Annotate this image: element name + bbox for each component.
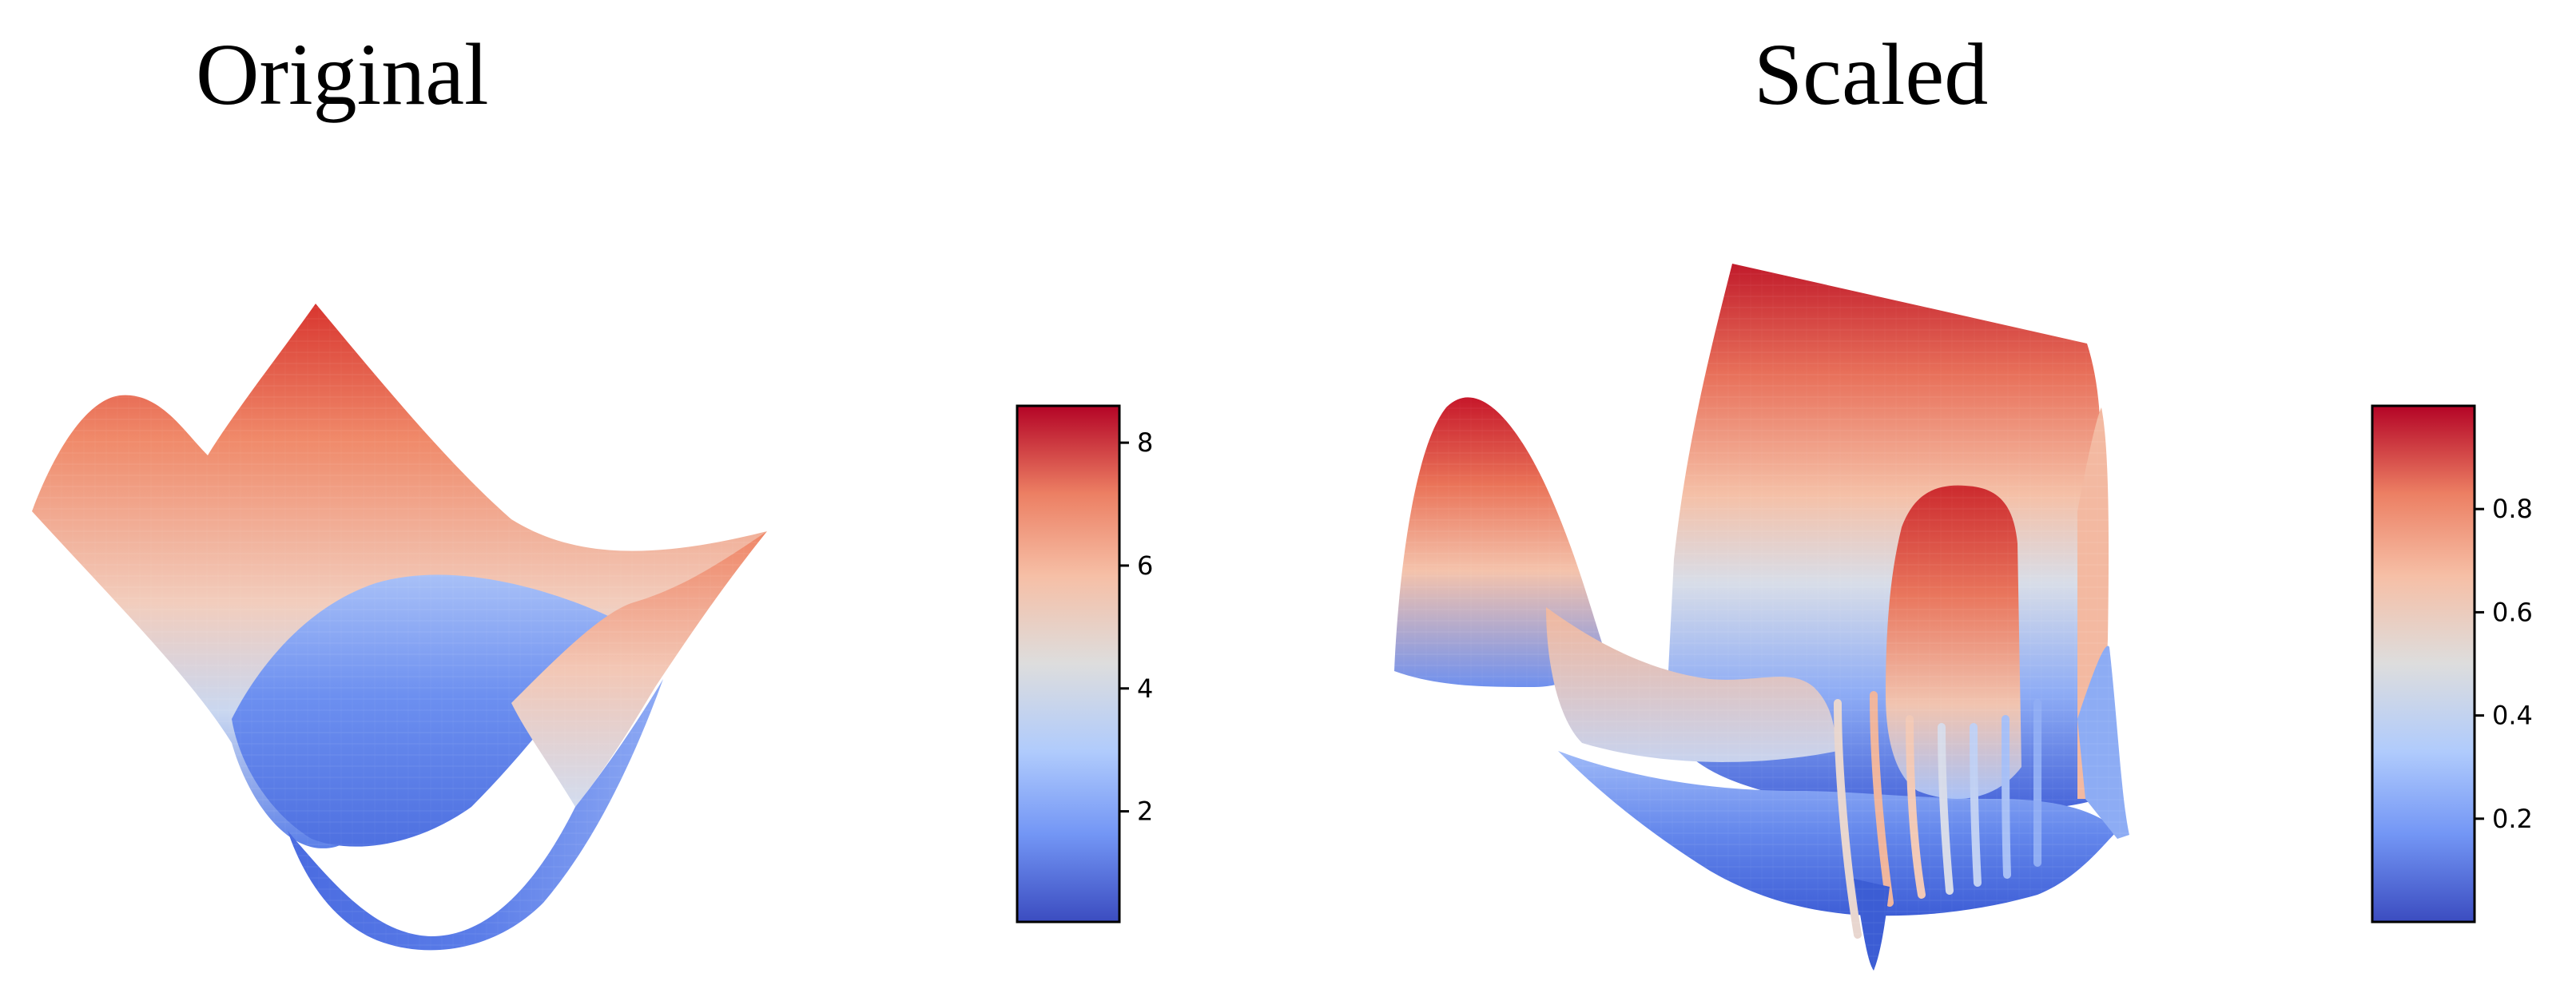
original-colorbar-tick-label: 8	[1137, 427, 1153, 458]
original-surface	[0, 280, 799, 983]
scaled-colorbar-ticks: 0.2 0.4 0.6 0.8	[2475, 494, 2533, 834]
right-panel-title: Scaled	[1754, 26, 1989, 123]
scaled-surface-mesh	[1390, 256, 2141, 975]
left-panel-title: Original	[196, 26, 489, 123]
original-colorbar-gradient	[1016, 404, 1121, 924]
original-colorbar-ticks: 2 4 6 8	[1119, 427, 1153, 827]
original-colorbar-tick-label: 6	[1137, 550, 1153, 581]
scaled-colorbar: 0.2 0.4 0.6 0.8	[2371, 404, 2533, 924]
scaled-colorbar-tick-label: 0.4	[2492, 701, 2533, 731]
scaled-colorbar-tick-label: 0.2	[2492, 804, 2533, 834]
scaled-colorbar-tick-label: 0.6	[2492, 597, 2533, 627]
scaled-colorbar-tick-label: 0.8	[2492, 494, 2533, 524]
original-colorbar-tick-label: 4	[1137, 673, 1153, 704]
scaled-surface	[1390, 256, 2141, 975]
original-surface-mesh	[0, 280, 799, 983]
original-colorbar-tick-label: 2	[1137, 796, 1153, 827]
original-colorbar: 2 4 6 8	[1016, 404, 1153, 924]
scaled-colorbar-gradient	[2371, 404, 2476, 924]
